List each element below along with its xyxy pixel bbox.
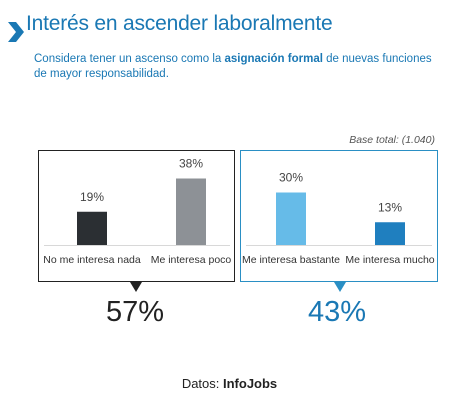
page-title: Interés en ascender laboralmente [26,12,333,35]
category-label-1: No me interesa nada [43,254,141,266]
bar-chart: 19% No me interesa nada 38% Me interesa poc… [43,157,435,267]
group-pointer-right [334,282,346,292]
group-total-left: 57% [106,296,165,328]
bar-1 [77,211,107,245]
bar-value-label-3: 30% [279,171,303,185]
bar-2 [176,178,206,245]
subtitle: Considera tener un ascenso como la asign… [34,53,432,80]
source-credit: Datos: InfoJobs [181,376,278,391]
group-pointer-left [130,282,142,292]
chevron-right-icon [8,22,24,42]
bar-3 [276,192,306,245]
category-label-4: Me interesa mucho [345,254,434,266]
group-panel-interest [240,150,438,282]
bar-4 [375,222,405,245]
bar-value-label-1: 19% [80,190,104,204]
category-label-2: Me interesa poco [151,254,232,266]
bar-value-label-2: 38% [179,157,203,171]
bar-value-label-4: 13% [378,200,402,214]
category-label-3: Me interesa bastante [242,254,340,266]
group-panel-no-interest [38,150,235,282]
group-total-right: 43% [308,296,367,328]
base-total-note: Base total: (1.040) [349,134,435,146]
